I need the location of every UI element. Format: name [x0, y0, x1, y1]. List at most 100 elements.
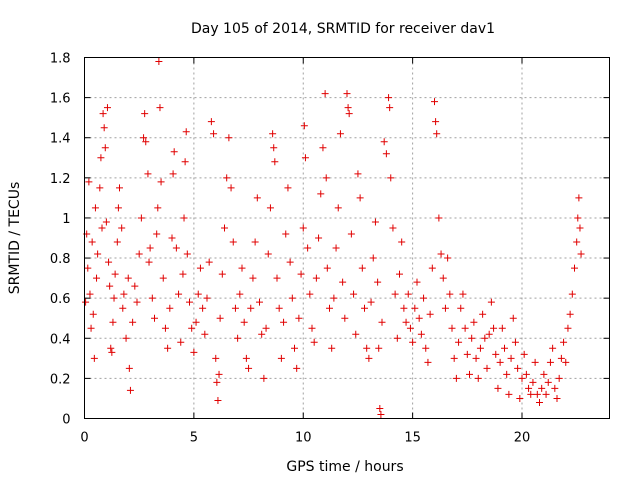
data-point — [181, 158, 189, 166]
data-point — [343, 90, 351, 98]
data-point — [120, 290, 128, 298]
y-tick-label: 1.8 — [50, 52, 71, 67]
data-point — [450, 354, 458, 362]
data-point — [476, 344, 484, 352]
data-point — [212, 354, 220, 362]
data-point — [169, 170, 177, 178]
data-point — [533, 390, 541, 398]
data-point — [409, 338, 417, 346]
data-point — [435, 214, 443, 222]
data-point — [293, 364, 301, 372]
axis-ticks: 0 0.2 0.4 0.6 0.8 1 1.2 1.4 1.6 1.8 0 5 10 15 20 — [50, 52, 610, 446]
data-point — [97, 154, 105, 162]
data-point — [166, 304, 174, 312]
data-point — [393, 334, 401, 342]
data-point — [148, 294, 156, 302]
data-point — [98, 224, 106, 232]
data-point — [568, 290, 576, 298]
data-point — [86, 290, 94, 298]
data-point — [448, 324, 456, 332]
data-point — [87, 324, 95, 332]
y-tick-label: 0.6 — [50, 292, 71, 307]
data-point — [282, 230, 290, 238]
data-point — [90, 354, 98, 362]
data-point — [420, 294, 428, 302]
data-point — [238, 264, 246, 272]
y-tick-label: 1.2 — [50, 172, 71, 187]
data-point — [332, 244, 340, 252]
data-point — [315, 234, 323, 242]
data-point — [264, 250, 272, 258]
x-tick-label: 20 — [514, 431, 531, 446]
data-point — [518, 374, 526, 382]
data-point — [179, 270, 187, 278]
data-point — [177, 338, 185, 346]
data-point — [575, 194, 583, 202]
data-point — [277, 354, 285, 362]
y-tick-label: 0.2 — [50, 372, 71, 387]
data-point — [286, 258, 294, 266]
x-tick-label: 0 — [80, 431, 88, 446]
data-point — [106, 282, 114, 290]
data-point — [99, 110, 107, 118]
data-point — [240, 318, 248, 326]
data-point — [214, 396, 222, 404]
y-tick-label: 1.4 — [50, 132, 71, 147]
data-point — [183, 250, 191, 258]
data-point — [82, 298, 90, 306]
data-point — [446, 290, 454, 298]
data-point — [109, 318, 117, 326]
data-point — [321, 90, 329, 98]
data-point — [275, 304, 283, 312]
data-point — [386, 104, 394, 112]
data-point — [573, 238, 581, 246]
data-point — [201, 330, 209, 338]
data-point — [396, 270, 403, 278]
data-point — [322, 174, 330, 182]
data-point — [156, 104, 164, 112]
data-point — [422, 344, 430, 352]
data-point — [146, 244, 154, 252]
data-point — [107, 344, 115, 352]
data-point — [352, 330, 360, 338]
data-point — [411, 304, 419, 312]
x-tick-label: 5 — [190, 431, 198, 446]
data-point — [288, 294, 296, 302]
data-point — [141, 110, 149, 118]
data-point — [402, 318, 410, 326]
data-point — [159, 274, 167, 282]
data-point — [196, 264, 204, 272]
data-point — [280, 318, 288, 326]
data-point — [358, 264, 366, 272]
data-point — [571, 264, 578, 272]
data-point — [345, 110, 353, 118]
data-point — [479, 310, 487, 318]
data-point — [253, 194, 261, 202]
data-point — [188, 324, 196, 332]
data-point — [557, 354, 565, 362]
data-point — [131, 282, 139, 290]
data-point — [562, 358, 570, 366]
data-point — [555, 374, 563, 382]
data-point — [439, 274, 447, 282]
data-point — [344, 104, 352, 112]
data-point — [299, 224, 307, 232]
data-point — [300, 122, 308, 130]
y-axis-title: SRMTID / TECUs — [7, 182, 23, 295]
data-point — [113, 238, 121, 246]
data-point — [496, 358, 504, 366]
data-point — [249, 274, 257, 282]
data-point — [100, 124, 108, 132]
data-point — [463, 350, 471, 358]
data-point — [516, 394, 524, 402]
data-point — [382, 150, 390, 158]
data-point — [216, 314, 224, 322]
data-point — [330, 294, 338, 302]
data-point — [544, 378, 552, 386]
data-point — [487, 298, 495, 306]
data-point — [339, 278, 347, 286]
data-point — [236, 290, 244, 298]
data-point — [308, 324, 316, 332]
data-point — [114, 204, 122, 212]
